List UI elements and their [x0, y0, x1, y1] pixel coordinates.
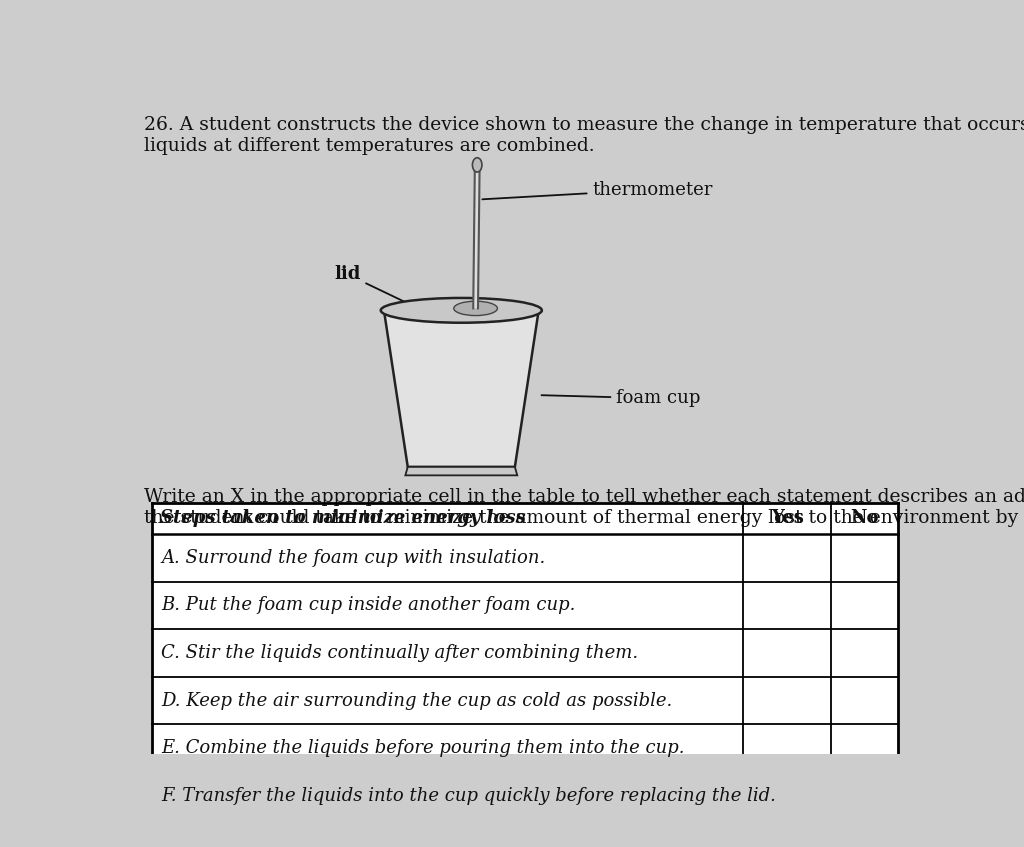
Polygon shape	[406, 467, 517, 475]
Text: Steps taken to minimize energy loss: Steps taken to minimize energy loss	[160, 509, 525, 528]
Text: B. Put the foam cup inside another foam cup.: B. Put the foam cup inside another foam …	[162, 596, 575, 614]
Text: lid: lid	[334, 265, 413, 306]
Polygon shape	[473, 170, 479, 308]
Text: F. Transfer the liquids into the cup quickly before replacing the lid.: F. Transfer the liquids into the cup qui…	[162, 787, 776, 805]
Text: Write an X in the appropriate cell in the table to tell whether each statement d: Write an X in the appropriate cell in th…	[143, 488, 1024, 527]
Text: No: No	[850, 509, 879, 528]
Polygon shape	[384, 310, 539, 467]
Ellipse shape	[454, 302, 498, 316]
Text: thermometer: thermometer	[482, 180, 713, 199]
Ellipse shape	[381, 298, 542, 323]
Text: C. Stir the liquids continually after combining them.: C. Stir the liquids continually after co…	[162, 644, 638, 662]
Text: 26. A student constructs the device shown to measure the change in temperature t: 26. A student constructs the device show…	[143, 116, 1024, 155]
Text: E. Combine the liquids before pouring them into the cup.: E. Combine the liquids before pouring th…	[162, 739, 685, 757]
Text: A. Surround the foam cup with insulation.: A. Surround the foam cup with insulation…	[162, 549, 546, 567]
Bar	[152, 503, 898, 820]
Ellipse shape	[472, 158, 482, 172]
Text: foam cup: foam cup	[542, 390, 700, 407]
Text: Yes: Yes	[771, 509, 804, 528]
Text: D. Keep the air surrounding the cup as cold as possible.: D. Keep the air surrounding the cup as c…	[162, 692, 673, 710]
